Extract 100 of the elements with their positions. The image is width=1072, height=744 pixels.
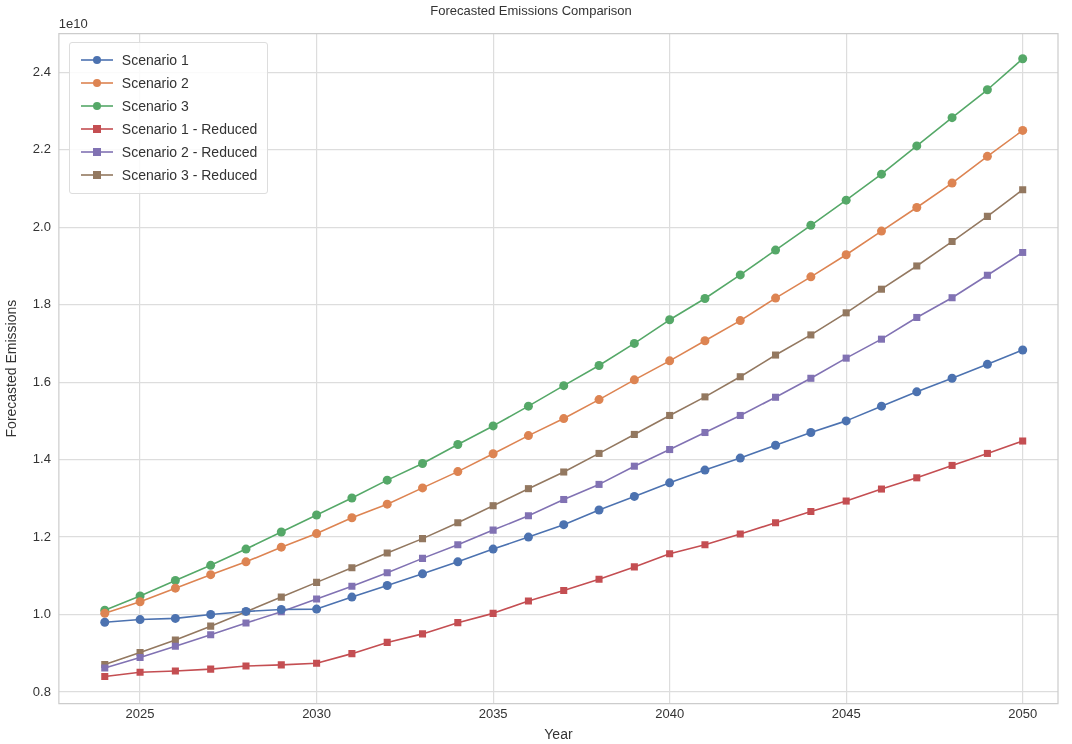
x-tick-label: 2045 xyxy=(831,705,861,721)
point xyxy=(595,449,603,457)
point xyxy=(629,338,639,348)
point xyxy=(595,480,603,488)
legend-label: Scenario 2 - Reduced xyxy=(121,144,258,161)
y-tick-label: 2.2 xyxy=(32,141,51,157)
point xyxy=(982,359,992,369)
point xyxy=(947,113,957,123)
point xyxy=(771,245,781,255)
point xyxy=(277,661,285,669)
point xyxy=(312,604,322,614)
point xyxy=(524,597,532,605)
x-tick-label: 2035 xyxy=(478,705,508,721)
point xyxy=(700,336,710,346)
point xyxy=(454,541,462,549)
point xyxy=(841,416,851,426)
point xyxy=(241,544,251,554)
point xyxy=(454,519,462,527)
y-tick-label: 2.0 xyxy=(32,218,51,234)
point xyxy=(807,374,815,382)
point xyxy=(136,653,144,662)
point xyxy=(1019,186,1027,194)
point xyxy=(913,474,921,482)
point xyxy=(276,527,286,537)
y-tick-label: 2.4 xyxy=(32,63,51,79)
point xyxy=(772,519,780,527)
point xyxy=(136,668,144,676)
point xyxy=(276,604,286,614)
y-tick-label: 1.0 xyxy=(32,606,51,622)
point xyxy=(489,526,497,534)
point xyxy=(488,449,498,459)
point xyxy=(736,411,744,419)
point xyxy=(701,541,709,549)
point xyxy=(453,467,463,477)
point xyxy=(453,440,463,450)
text: 1e10 xyxy=(58,15,88,31)
legend-label: Scenario 1 xyxy=(121,52,189,69)
point xyxy=(877,285,886,293)
x-tick-label: 2025 xyxy=(125,705,155,721)
point xyxy=(348,582,356,590)
point xyxy=(948,238,956,246)
point xyxy=(807,507,815,516)
point xyxy=(488,421,498,431)
point xyxy=(982,151,992,161)
point xyxy=(276,542,286,552)
point xyxy=(771,293,781,303)
point xyxy=(383,569,391,577)
point xyxy=(841,250,851,260)
point xyxy=(842,354,850,362)
point xyxy=(947,178,957,188)
point xyxy=(912,387,922,397)
point xyxy=(348,650,356,658)
point xyxy=(523,532,533,542)
point xyxy=(630,563,638,571)
point xyxy=(842,497,850,505)
point xyxy=(560,586,568,595)
point xyxy=(347,493,357,503)
point xyxy=(700,294,710,303)
point xyxy=(841,195,851,205)
point xyxy=(595,575,603,583)
point xyxy=(630,430,638,438)
point xyxy=(207,665,215,673)
point xyxy=(666,446,674,454)
point xyxy=(170,575,180,585)
point xyxy=(418,630,427,638)
point xyxy=(735,270,745,280)
point xyxy=(912,202,922,212)
legend-label: Scenario 1 - Reduced xyxy=(121,121,258,138)
point xyxy=(877,485,886,493)
point xyxy=(559,414,569,424)
point xyxy=(207,631,215,639)
point xyxy=(630,462,638,470)
point xyxy=(418,535,427,543)
point xyxy=(382,499,392,509)
y-tick-label: 0.8 xyxy=(32,683,51,699)
point xyxy=(313,578,321,586)
point xyxy=(241,557,251,567)
point xyxy=(242,619,250,627)
point xyxy=(948,294,956,302)
point xyxy=(277,593,285,601)
point xyxy=(454,619,462,627)
point xyxy=(418,569,428,579)
point xyxy=(101,672,109,681)
point xyxy=(736,530,744,538)
y-tick-label: 1.4 xyxy=(32,451,51,467)
point xyxy=(913,262,921,270)
point xyxy=(312,510,322,520)
point xyxy=(101,664,109,672)
point xyxy=(347,513,357,523)
y-tick-label: 1.2 xyxy=(32,528,51,544)
point xyxy=(170,583,180,593)
point xyxy=(877,335,886,343)
point xyxy=(347,592,357,602)
point xyxy=(312,529,322,539)
point xyxy=(736,373,744,381)
point xyxy=(207,622,215,630)
point xyxy=(842,309,850,317)
point xyxy=(772,393,780,401)
point xyxy=(170,613,180,623)
point xyxy=(665,478,675,488)
